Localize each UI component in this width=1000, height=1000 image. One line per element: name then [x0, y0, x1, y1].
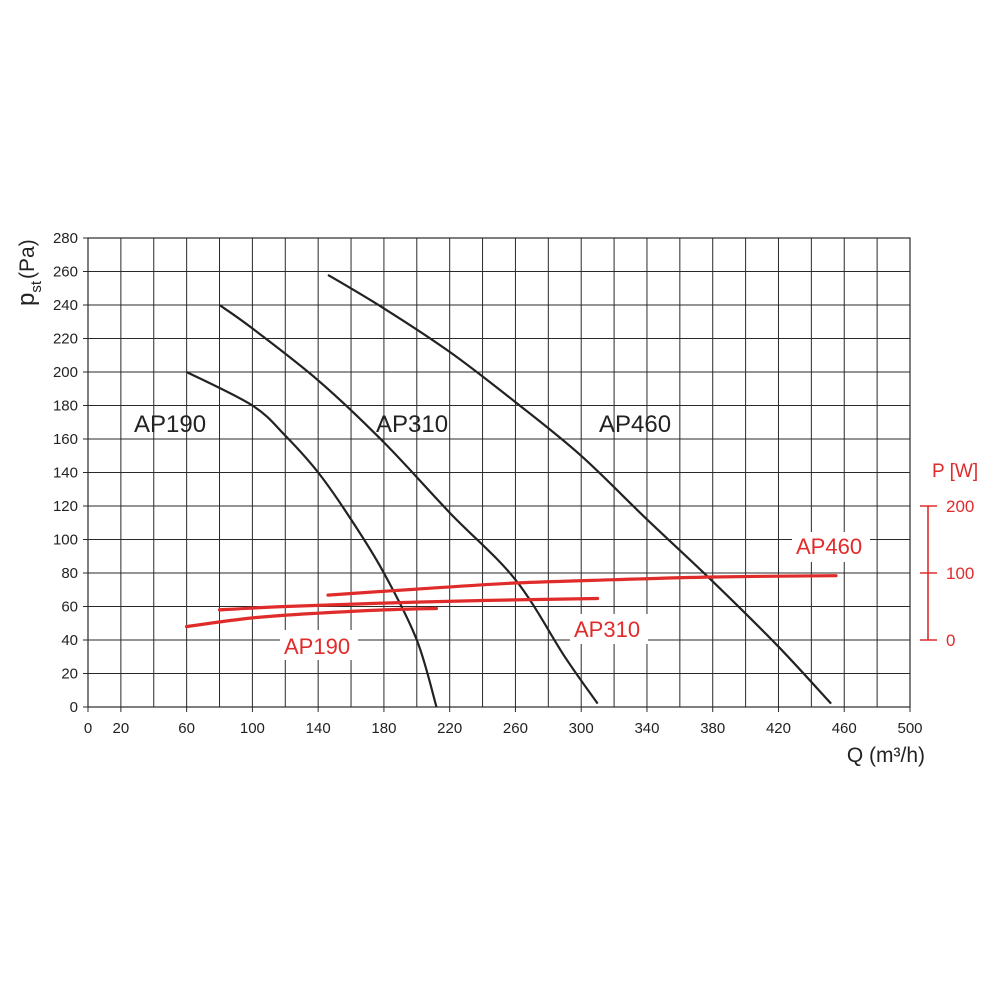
power-label-bg-ap190 — [280, 630, 358, 660]
y-tick-label-240: 240 — [53, 297, 78, 314]
y-tick-label-280: 280 — [53, 230, 78, 247]
y-axis-title: pst(Pa) — [13, 239, 45, 306]
power-curve-ap190 — [185, 606, 439, 629]
y-axis-title-unit: (Pa) — [16, 239, 39, 279]
power-label-ap460: AP460 — [796, 534, 862, 559]
y-axis-title-sub: st — [28, 280, 45, 293]
x-tick-label-100: 100 — [240, 720, 265, 737]
secondary-tick-label-100: 100 — [946, 564, 974, 583]
y-tick-label-120: 120 — [53, 498, 78, 515]
x-tick-label-500: 500 — [897, 720, 922, 737]
secondary-tick-label-200: 200 — [946, 497, 974, 516]
x-tick-label-260: 260 — [503, 720, 528, 737]
x-tick-label-180: 180 — [371, 720, 396, 737]
y-tick-label-160: 160 — [53, 431, 78, 448]
y-tick-label-140: 140 — [53, 465, 78, 482]
pressure-label-ap190: AP190 — [134, 411, 206, 438]
x-tick-label-420: 420 — [766, 720, 791, 737]
x-tick-label-220: 220 — [437, 720, 462, 737]
pressure-curve-ap460 — [327, 273, 832, 705]
x-tick-label-460: 460 — [832, 720, 857, 737]
y-tick-label-60: 60 — [61, 599, 78, 616]
y-tick-label-80: 80 — [61, 565, 78, 582]
y-tick-label-0: 0 — [70, 699, 78, 716]
grid — [88, 238, 910, 707]
y-tick-label-200: 200 — [53, 364, 78, 381]
y-tick-label-180: 180 — [53, 398, 78, 415]
x-tick-label-340: 340 — [634, 720, 659, 737]
power-label-ap310: AP310 — [574, 617, 640, 642]
x-tick-label-140: 140 — [306, 720, 331, 737]
x-tick-label-380: 380 — [700, 720, 725, 737]
y-axis-title-main: p — [13, 293, 40, 306]
y-axis-ticks: 0 20 40 60 80 100 120 140 160 180 200 220 240 260 280 — [53, 230, 88, 716]
x-axis-ticks: 0 20 60 100 140 180 220 260 300 340 380 420 460 500 — [84, 707, 923, 737]
secondary-axis: 0 100 200 — [920, 497, 974, 650]
pressure-curve-ap310 — [218, 304, 599, 705]
secondary-axis-title: P [W] — [932, 461, 978, 482]
power-label-bg-ap310 — [570, 614, 648, 644]
x-tick-label-60: 60 — [178, 720, 195, 737]
power-label-bg-ap460 — [792, 532, 870, 562]
curves — [185, 273, 838, 708]
power-curve-ap310 — [217, 596, 600, 612]
y-tick-label-100: 100 — [53, 532, 78, 549]
pressure-label-ap460: AP460 — [599, 411, 671, 438]
pressure-curve-ap190 — [186, 371, 438, 708]
y-tick-label-260: 260 — [53, 264, 78, 281]
pressure-label-ap310: AP310 — [376, 411, 448, 438]
x-tick-label-20: 20 — [113, 720, 130, 737]
x-tick-label-0: 0 — [84, 720, 92, 737]
power-label-ap190: AP190 — [284, 634, 350, 659]
x-axis-title: Q (m³/h) — [847, 744, 925, 767]
y-tick-label-40: 40 — [61, 632, 78, 649]
y-tick-label-220: 220 — [53, 331, 78, 348]
secondary-tick-label-0: 0 — [946, 631, 955, 650]
y-tick-label-20: 20 — [61, 666, 78, 683]
power-curve-ap460 — [326, 574, 838, 597]
x-tick-label-300: 300 — [569, 720, 594, 737]
